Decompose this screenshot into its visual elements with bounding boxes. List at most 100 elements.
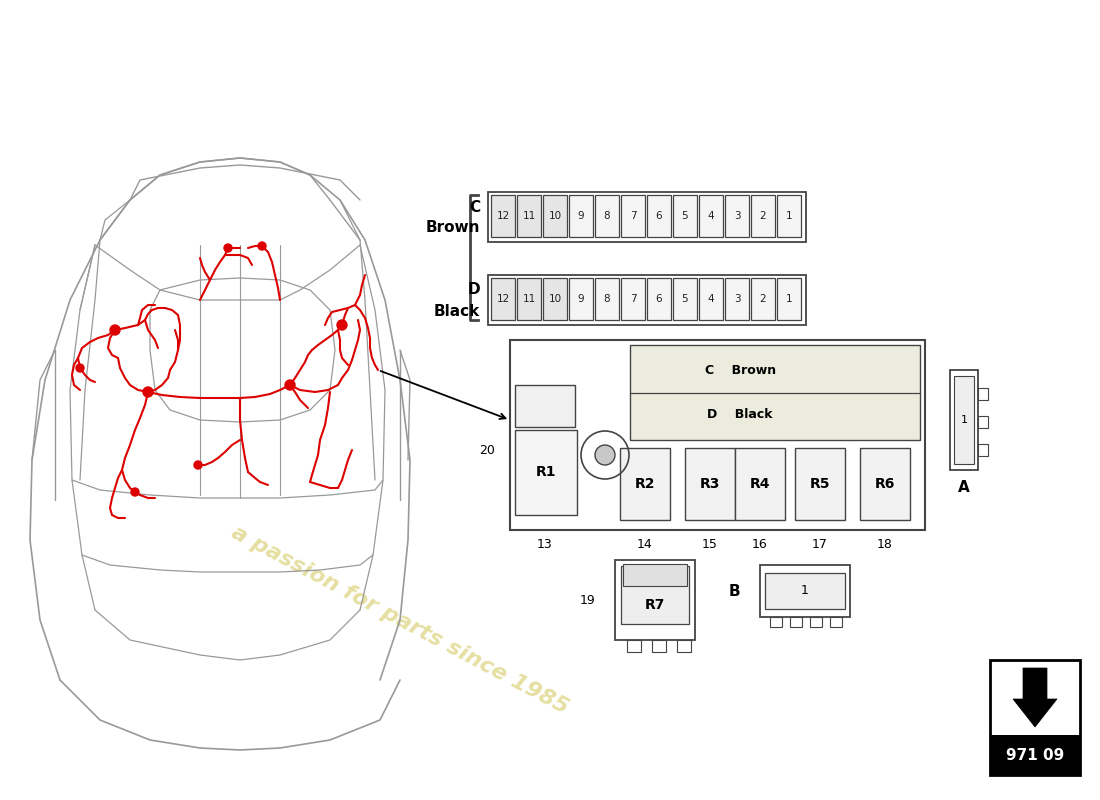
Bar bbox=[990, 660, 1080, 775]
Bar bbox=[978, 388, 988, 400]
Text: 971 09: 971 09 bbox=[1005, 747, 1064, 762]
Text: 5: 5 bbox=[682, 294, 689, 304]
Bar bbox=[954, 376, 974, 464]
Text: 17: 17 bbox=[812, 538, 828, 551]
Text: 5: 5 bbox=[682, 211, 689, 221]
Text: C    Brown: C Brown bbox=[705, 364, 776, 377]
Circle shape bbox=[224, 244, 232, 252]
Text: 6: 6 bbox=[656, 294, 662, 304]
Bar bbox=[515, 385, 575, 427]
Bar bbox=[698, 195, 723, 237]
Text: A: A bbox=[958, 481, 970, 495]
Text: 3: 3 bbox=[734, 294, 740, 304]
Circle shape bbox=[143, 387, 153, 397]
Bar bbox=[777, 278, 801, 320]
Text: 2: 2 bbox=[760, 211, 767, 221]
Text: 1: 1 bbox=[785, 294, 792, 304]
Circle shape bbox=[110, 325, 120, 335]
Circle shape bbox=[285, 380, 295, 390]
Bar bbox=[488, 192, 806, 242]
Text: 12: 12 bbox=[496, 294, 509, 304]
Text: 7: 7 bbox=[629, 211, 636, 221]
Text: R3: R3 bbox=[700, 477, 720, 491]
Text: B: B bbox=[728, 583, 740, 598]
Bar bbox=[770, 617, 782, 627]
Bar bbox=[630, 345, 920, 440]
Text: 19: 19 bbox=[580, 594, 595, 606]
Text: 4: 4 bbox=[707, 211, 714, 221]
Bar bbox=[795, 448, 845, 520]
Bar bbox=[725, 195, 749, 237]
Bar bbox=[735, 448, 785, 520]
Bar bbox=[621, 566, 689, 624]
Bar bbox=[990, 735, 1080, 775]
Text: 13: 13 bbox=[537, 538, 553, 551]
Text: D: D bbox=[468, 282, 480, 298]
Text: R2: R2 bbox=[635, 477, 656, 491]
Text: 8: 8 bbox=[604, 294, 611, 304]
Text: 1: 1 bbox=[785, 211, 792, 221]
Bar bbox=[777, 195, 801, 237]
Circle shape bbox=[258, 242, 266, 250]
Bar bbox=[621, 195, 645, 237]
Text: 11: 11 bbox=[522, 294, 536, 304]
Text: 3: 3 bbox=[734, 211, 740, 221]
Bar bbox=[569, 195, 593, 237]
Text: 7: 7 bbox=[629, 294, 636, 304]
Polygon shape bbox=[1013, 668, 1057, 727]
Bar bbox=[623, 564, 688, 586]
Text: 20: 20 bbox=[480, 443, 495, 457]
Text: 4: 4 bbox=[707, 294, 714, 304]
Text: D    Black: D Black bbox=[707, 408, 773, 421]
Bar bbox=[615, 560, 695, 640]
Circle shape bbox=[194, 461, 202, 469]
Bar bbox=[830, 617, 842, 627]
Bar bbox=[488, 275, 806, 325]
Text: a passion for parts since 1985: a passion for parts since 1985 bbox=[228, 522, 572, 718]
Bar bbox=[652, 640, 666, 652]
Text: 11: 11 bbox=[522, 211, 536, 221]
Bar bbox=[673, 195, 697, 237]
Text: R5: R5 bbox=[810, 477, 830, 491]
Bar bbox=[621, 278, 645, 320]
Circle shape bbox=[131, 488, 139, 496]
Bar bbox=[491, 278, 515, 320]
Bar bbox=[491, 195, 515, 237]
Text: 1: 1 bbox=[960, 415, 968, 425]
Bar bbox=[647, 278, 671, 320]
Bar bbox=[751, 195, 776, 237]
Bar bbox=[810, 617, 822, 627]
Text: R7: R7 bbox=[645, 598, 665, 612]
Bar bbox=[543, 278, 566, 320]
Text: Black: Black bbox=[433, 303, 480, 318]
Text: 8: 8 bbox=[604, 211, 611, 221]
Text: 12: 12 bbox=[496, 211, 509, 221]
Text: 16: 16 bbox=[752, 538, 768, 551]
Text: C: C bbox=[469, 199, 480, 214]
Bar bbox=[647, 195, 671, 237]
Text: R1: R1 bbox=[536, 466, 557, 479]
Bar bbox=[860, 448, 910, 520]
Bar bbox=[517, 278, 541, 320]
Text: 10: 10 bbox=[549, 211, 562, 221]
Bar bbox=[698, 278, 723, 320]
Circle shape bbox=[337, 320, 346, 330]
Bar bbox=[569, 278, 593, 320]
Bar bbox=[515, 430, 578, 515]
Bar bbox=[543, 195, 566, 237]
Text: 15: 15 bbox=[702, 538, 718, 551]
Bar bbox=[950, 370, 978, 470]
Bar bbox=[510, 340, 925, 530]
Text: 14: 14 bbox=[637, 538, 653, 551]
Text: 9: 9 bbox=[578, 294, 584, 304]
Circle shape bbox=[595, 445, 615, 465]
Bar bbox=[751, 278, 776, 320]
Bar bbox=[760, 565, 850, 617]
Bar bbox=[627, 640, 641, 652]
Text: 1: 1 bbox=[801, 585, 808, 598]
Text: 18: 18 bbox=[877, 538, 893, 551]
Bar bbox=[595, 195, 619, 237]
Bar bbox=[790, 617, 802, 627]
Text: R6: R6 bbox=[874, 477, 895, 491]
Bar bbox=[673, 278, 697, 320]
